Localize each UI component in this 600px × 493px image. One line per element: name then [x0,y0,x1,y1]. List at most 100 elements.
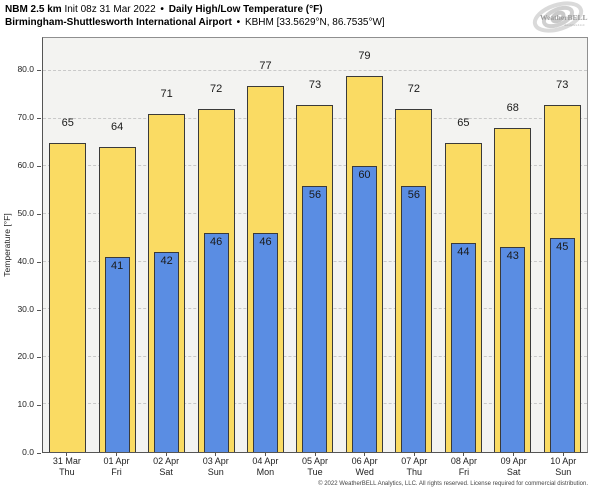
logo-subtext: Analytics LLC [564,23,586,27]
low-temp-bar [302,185,328,452]
x-tick-label: 01 Apr Fri [92,456,142,478]
x-tick-label: 07 Apr Thu [389,456,439,478]
y-tick-mark [37,357,41,359]
x-tick-date: 31 Mar [52,456,81,466]
y-tick-mark [37,261,41,263]
y-tick-mark [37,166,41,168]
high-value-label: 73 [308,78,322,91]
day-column: 73 56 [290,38,339,452]
x-tick-date: 07 Apr [401,456,428,466]
x-tick-date: 02 Apr [153,456,180,466]
low-value-label: 45 [556,240,569,253]
x-tick-mark [115,453,117,456]
y-axis-ticks: 0.0 10.0 20.0 30.0 40.0 50.0 60.0 70.0 80.0 [0,37,42,457]
x-tick-date: 08 Apr [450,456,477,466]
x-tick-label: 05 Apr Tue [290,456,340,478]
plot-area: 65 64 41 71 42 72 46 77 46 73 56 79 60 72 56 65 44 68 43 73… [42,37,588,453]
station-name: Birmingham-Shuttlesworth International A… [5,17,232,28]
x-tick-date: 05 Apr [302,456,329,466]
y-tick-mark [37,118,41,120]
day-column: 72 46 [191,38,240,452]
low-temp-bar [104,256,130,452]
y-tick-label: 10.0 [17,399,34,410]
y-tick-mark [37,453,41,454]
weatherbell-logo: WeatherBELL Analytics LLC [528,1,594,33]
high-value-label: 65 [457,116,470,129]
y-tick-label: 0.0 [22,447,34,457]
x-tick-day: Sat [159,467,173,477]
title-separator: • [160,4,164,15]
y-tick-label: 30.0 [17,303,34,314]
high-value-label: 72 [407,83,421,96]
x-tick-label: 08 Apr Fri [439,456,489,478]
x-tick-day: Sun [207,467,224,477]
x-tick-mark [215,453,217,456]
low-temp-bar [450,242,476,452]
model-name: NBM 2.5 km [5,4,62,15]
x-axis-labels: 31 Mar Thu 01 Apr Fri 02 Apr Sat 03 Apr Sun 04 A… [42,456,588,478]
low-value-label: 44 [457,245,470,258]
x-tick-label: 02 Apr Sat [141,456,191,478]
high-value-label: 79 [358,50,371,63]
high-value-label: 77 [259,59,272,72]
high-value-label: 65 [61,116,74,129]
low-value-label: 56 [407,188,421,201]
high-temp-bar [49,142,87,452]
x-tick-day: Thu [59,467,75,477]
x-tick-mark [513,453,515,456]
product-title: Daily High/Low Temperature (°F) [168,4,323,15]
high-value-label: 73 [556,78,569,91]
x-tick-label: 31 Mar Thu [42,456,92,478]
x-tick-mark [562,453,564,456]
x-tick-date: 09 Apr [500,456,527,466]
x-tick-label: 04 Apr Mon [241,456,291,478]
low-value-label: 42 [160,255,173,268]
low-value-label: 56 [308,188,322,201]
y-tick-label: 40.0 [17,255,34,266]
high-value-label: 72 [209,83,223,96]
low-temp-bar [500,247,526,452]
low-value-label: 43 [506,250,519,263]
x-tick-date: 10 Apr [550,456,577,466]
x-tick-date: 04 Apr [252,456,279,466]
y-tick-mark [37,309,41,311]
x-tick-label: 10 Apr Sun [538,456,588,478]
init-time: Init 08z 31 Mar 2022 [64,4,156,15]
x-tick-mark [463,453,465,456]
low-value-label: 60 [358,169,371,182]
day-column: 73 45 [538,38,587,452]
station-code: KBHM [33.5629°N, 86.7535°W] [244,17,385,28]
low-temp-bar [203,233,229,452]
day-column: 72 56 [389,38,438,452]
day-column: 65 [43,38,92,452]
high-value-label: 68 [506,102,519,115]
x-tick-day: Fri [111,467,122,477]
low-temp-bar [549,237,575,452]
x-tick-label: 09 Apr Sat [489,456,539,478]
low-temp-bar [351,166,377,452]
low-temp-bar [154,252,180,452]
x-tick-label: 03 Apr Sun [191,456,241,478]
day-column: 68 43 [488,38,537,452]
day-column: 64 41 [92,38,141,452]
copyright-notice: © 2022 WeatherBELL Analytics, LLC. All r… [318,481,588,487]
gridline [43,70,587,72]
x-tick-mark [264,453,266,456]
day-column: 65 44 [439,38,488,452]
x-tick-date: 03 Apr [202,456,229,466]
x-tick-day: Mon [256,467,275,477]
hurricane-swirl-icon: WeatherBELL Analytics LLC [532,1,588,33]
x-tick-day: Wed [355,467,374,477]
day-column: 77 46 [241,38,290,452]
title-line-1: NBM 2.5 km Init 08z 31 Mar 2022 • Daily … [5,3,385,16]
logo-text: WeatherBELL [540,13,588,22]
day-column: 71 42 [142,38,191,452]
x-axis-tickmarks [42,453,588,456]
title-line-2: Birmingham-Shuttlesworth International A… [5,16,385,29]
y-tick-label: 60.0 [17,160,34,171]
title-separator: • [236,17,241,28]
x-tick-date: 06 Apr [351,456,378,466]
y-tick-label: 20.0 [17,351,34,362]
x-tick-mark [66,453,68,456]
